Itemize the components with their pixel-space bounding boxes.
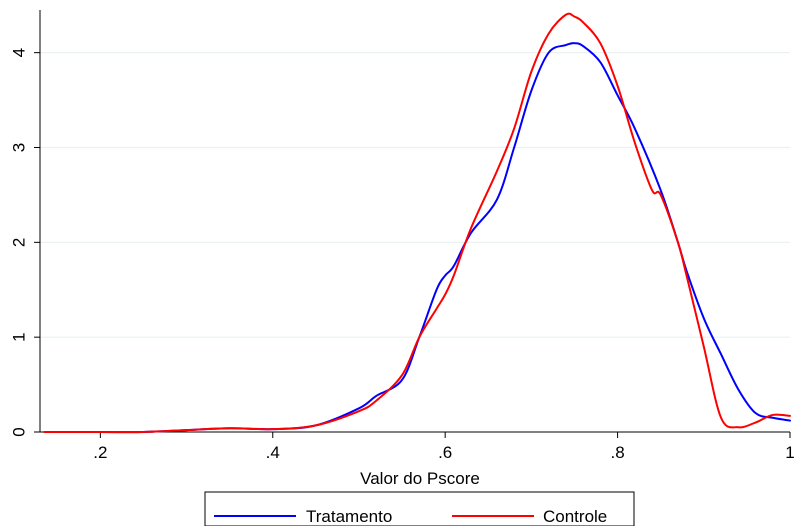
- legend-box: [204, 491, 635, 526]
- legend-label-tratamento: Tratamento: [306, 507, 392, 526]
- y-tick-label-0: 0: [9, 427, 28, 436]
- x-tick-label-4: 1: [785, 443, 794, 462]
- x-tick-label-1: .4: [266, 443, 280, 462]
- legend: Tratamento Controle: [204, 491, 635, 526]
- series-layer: [43, 12, 791, 434]
- x-tick-label-3: .8: [610, 443, 624, 462]
- series-line-tratamento: [43, 42, 791, 434]
- x-tick-label-2: .6: [438, 443, 452, 462]
- x-tick-label-0: .2: [93, 443, 107, 462]
- legend-label-controle: Controle: [543, 507, 607, 526]
- y-tick-label-3: 3: [9, 143, 28, 152]
- y-tick-label-1: 1: [9, 332, 28, 341]
- y-tick-label-4: 4: [9, 48, 28, 57]
- grid-layer: [40, 52, 790, 338]
- x-axis-title: Valor do Pscore: [360, 469, 480, 488]
- series-line-controle: [43, 12, 791, 434]
- y-tick-label-2: 2: [9, 238, 28, 247]
